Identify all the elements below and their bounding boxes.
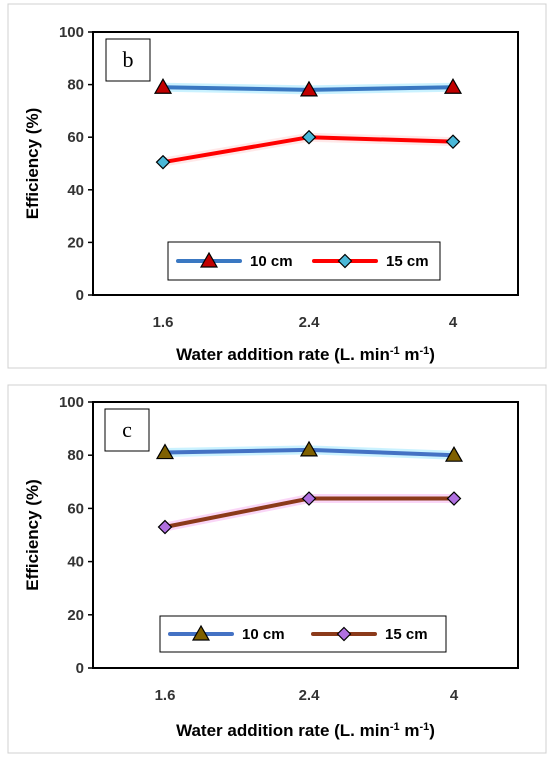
y-axis-title: Efficiency (%) xyxy=(23,108,42,219)
plot-area xyxy=(92,31,519,296)
chart-1: 0 20 40 60 80 100 1.6 2.4 4 Efficiency (%) Water a… xyxy=(7,384,547,754)
panel-label: b xyxy=(123,47,134,72)
series-15-cm xyxy=(157,491,462,535)
chart-frame xyxy=(7,3,547,369)
data-point xyxy=(301,491,317,506)
y-tick-label: 60 xyxy=(67,129,84,146)
x-tick-label: 4 xyxy=(449,314,458,331)
x-tick-label: 4 xyxy=(450,687,459,704)
y-tick-label: 80 xyxy=(67,77,84,94)
data-point xyxy=(443,78,463,94)
y-tick-label: 0 xyxy=(76,287,84,304)
x-tick-label: 1.6 xyxy=(153,314,174,331)
x-tick-label: 2.4 xyxy=(299,687,321,704)
data-point xyxy=(157,519,173,535)
series-15-cm xyxy=(155,129,461,170)
legend-label: 15 cm xyxy=(386,253,429,270)
data-point xyxy=(299,440,319,457)
series-10-cm xyxy=(155,440,464,462)
legend: 10 cm 15 cm xyxy=(159,615,447,653)
legend-marker xyxy=(191,624,211,641)
data-point xyxy=(301,129,317,145)
panel-label: c xyxy=(122,417,132,442)
x-tick-label: 2.4 xyxy=(299,314,321,331)
data-point xyxy=(446,491,462,506)
data-point xyxy=(155,154,171,170)
y-tick-label: 20 xyxy=(67,234,84,251)
y-tick-label: 40 xyxy=(67,554,84,571)
y-tick-label: 40 xyxy=(67,182,84,199)
y-tick-label: 0 xyxy=(76,660,84,677)
y-tick-label: 100 xyxy=(59,24,84,41)
legend-label: 10 cm xyxy=(242,626,285,643)
legend: 10 cm 15 cm xyxy=(167,241,441,281)
y-tick-label: 60 xyxy=(67,500,84,517)
legend-marker xyxy=(337,253,353,269)
plot-area xyxy=(92,401,519,669)
y-tick-label: 80 xyxy=(67,447,84,464)
legend-marker xyxy=(199,251,219,268)
data-point xyxy=(153,78,173,94)
x-tick-label: 1.6 xyxy=(155,687,176,704)
x-axis-title: Water addition rate (L. min-1 m-1) xyxy=(176,721,435,740)
data-point xyxy=(299,80,319,97)
data-point xyxy=(445,134,461,150)
chart-frame xyxy=(7,384,547,754)
series-10-cm xyxy=(153,78,463,97)
panel-label-box xyxy=(105,38,151,82)
x-axis-title: Water addition rate (L. min-1 m-1) xyxy=(176,345,435,364)
y-tick-label: 20 xyxy=(67,607,84,624)
legend-label: 15 cm xyxy=(385,626,428,643)
legend-label: 10 cm xyxy=(250,253,293,270)
data-point xyxy=(155,443,175,460)
panel-label-box xyxy=(104,408,150,452)
chart-0: 0 20 40 60 80 100 1.6 2.4 4 Efficiency (%) Water a… xyxy=(7,3,547,369)
y-tick-label: 100 xyxy=(59,394,84,411)
legend-marker xyxy=(336,626,352,642)
y-axis-title: Efficiency (%) xyxy=(23,479,42,590)
data-point xyxy=(444,445,464,462)
